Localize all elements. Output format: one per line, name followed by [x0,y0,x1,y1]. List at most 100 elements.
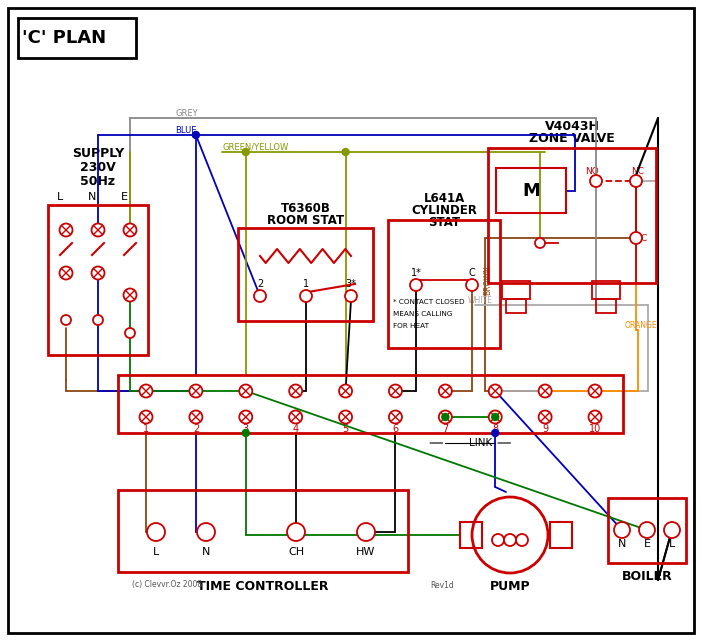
Circle shape [254,290,266,302]
Text: ORANGE: ORANGE [625,320,657,329]
Text: E: E [644,539,651,549]
Text: L641A: L641A [423,192,465,204]
Circle shape [630,232,642,244]
Circle shape [287,523,305,541]
Text: 9: 9 [542,424,548,434]
Circle shape [197,523,215,541]
Text: * CONTACT CLOSED: * CONTACT CLOSED [393,299,465,305]
Text: BROWN: BROWN [484,265,493,295]
Circle shape [60,224,72,237]
Bar [388,220,500,348]
Circle shape [410,279,422,291]
Text: LINK: LINK [469,438,492,448]
Circle shape [140,385,152,397]
Bar [502,281,530,299]
Circle shape [289,410,302,424]
Text: ROOM STAT: ROOM STAT [267,213,344,226]
Bar [48,205,148,355]
Text: WHITE: WHITE [468,296,492,304]
Circle shape [442,413,449,420]
Text: 230V: 230V [80,160,116,174]
Circle shape [630,175,642,187]
Text: TIME CONTROLLER: TIME CONTROLLER [197,579,329,592]
Bar [550,522,572,548]
Text: M: M [522,181,540,199]
Circle shape [242,429,249,437]
Text: 1: 1 [143,424,149,434]
Text: L: L [153,547,159,557]
Circle shape [489,410,502,424]
Circle shape [538,410,552,424]
Circle shape [190,410,202,424]
Text: GREY: GREY [175,108,198,117]
Circle shape [588,385,602,397]
Circle shape [472,497,548,573]
Circle shape [147,523,165,541]
Circle shape [140,410,152,424]
Bar [608,498,686,563]
Text: 1: 1 [303,279,309,289]
Circle shape [239,385,252,397]
Text: 4: 4 [293,424,299,434]
Circle shape [538,385,552,397]
Text: N: N [618,539,626,549]
Bar [496,168,566,213]
Text: (c) Clevvr.Oz 2008: (c) Clevvr.Oz 2008 [132,581,202,590]
Bar [18,18,136,58]
Circle shape [389,385,402,397]
Text: CYLINDER: CYLINDER [411,203,477,217]
Text: L: L [519,522,524,531]
Text: L: L [669,539,675,549]
Circle shape [239,410,252,424]
Text: C: C [469,268,475,278]
Text: PUMP: PUMP [490,581,530,594]
Circle shape [489,385,502,397]
Bar [460,522,482,548]
Text: Rev1d: Rev1d [430,581,453,590]
Circle shape [664,522,680,538]
Circle shape [339,385,352,397]
Text: 6: 6 [392,424,399,434]
Text: C: C [641,233,647,242]
Text: CH: CH [288,547,304,557]
Bar [488,148,656,283]
Bar [238,228,373,321]
Text: 'C' PLAN: 'C' PLAN [22,29,106,47]
Circle shape [439,385,452,397]
Circle shape [357,523,375,541]
Text: 2: 2 [257,279,263,289]
Text: 10: 10 [589,424,601,434]
Circle shape [342,149,349,156]
Circle shape [466,279,478,291]
Circle shape [339,410,352,424]
Circle shape [289,385,302,397]
Bar [118,375,623,433]
Text: V4043H: V4043H [545,119,600,133]
Text: SUPPLY: SUPPLY [72,147,124,160]
Text: T6360B: T6360B [281,201,331,215]
Circle shape [516,534,528,546]
Text: 7: 7 [442,424,449,434]
Circle shape [124,224,136,237]
Text: L: L [57,192,63,202]
Circle shape [300,290,312,302]
Text: 1*: 1* [411,268,421,278]
Circle shape [125,328,135,338]
Circle shape [192,131,199,138]
Circle shape [60,267,72,279]
Circle shape [588,410,602,424]
Bar [118,490,408,572]
Text: 5: 5 [343,424,349,434]
Circle shape [93,315,103,325]
Text: MEANS CALLING: MEANS CALLING [393,311,453,317]
Text: E: E [121,192,128,202]
Text: E: E [508,522,512,531]
Circle shape [491,413,498,420]
Circle shape [535,238,545,248]
Text: BLUE: BLUE [175,126,197,135]
Text: 3*: 3* [345,279,357,289]
Circle shape [345,290,357,302]
Bar [596,299,616,313]
Bar [592,281,620,299]
Text: STAT: STAT [428,215,460,228]
